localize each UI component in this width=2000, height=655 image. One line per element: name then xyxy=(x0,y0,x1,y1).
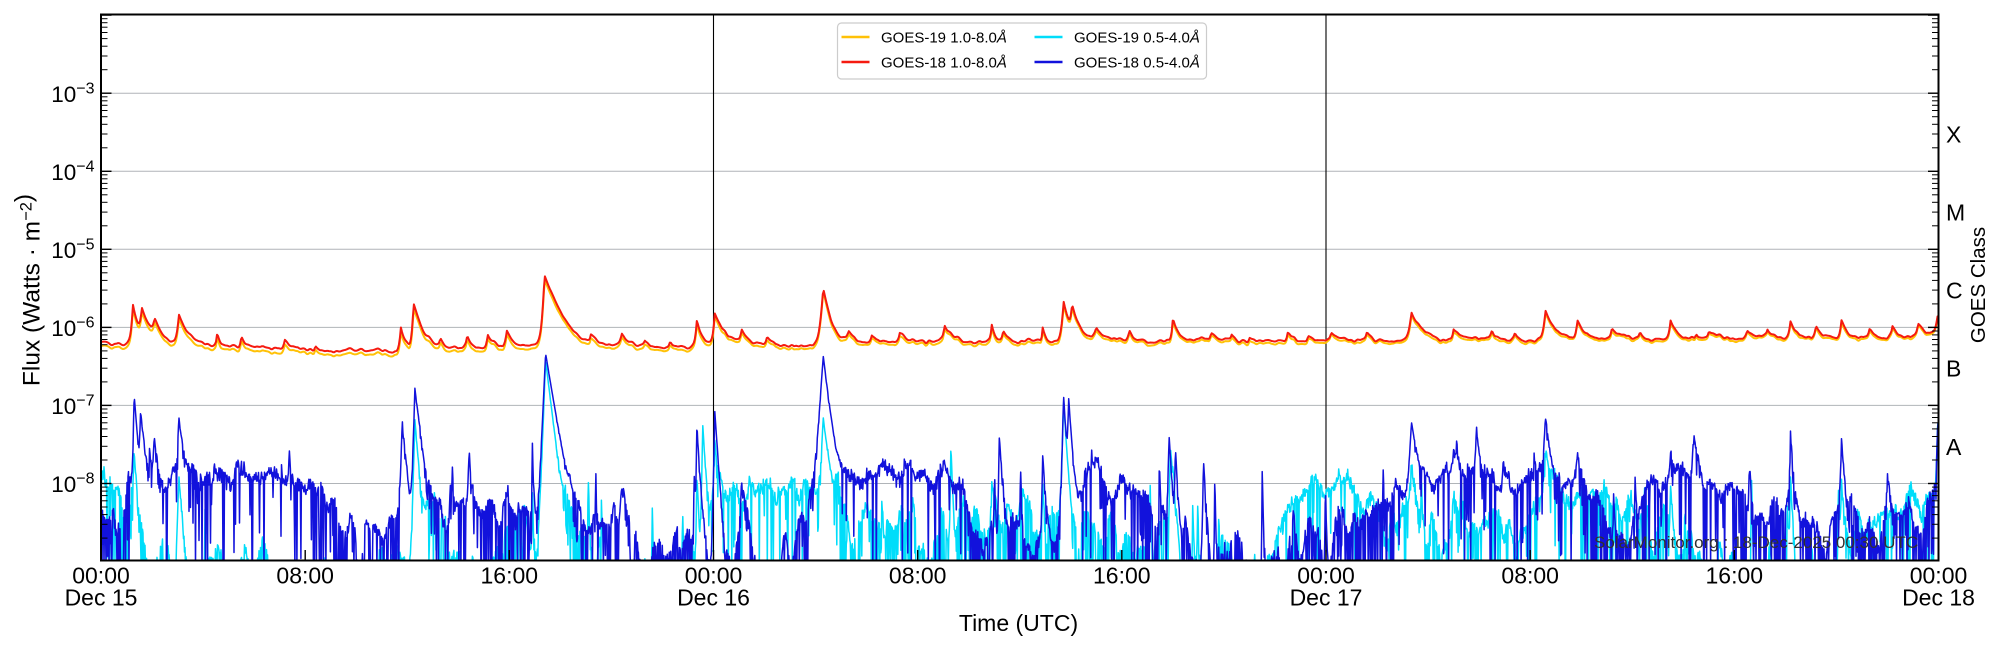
svg-text:X: X xyxy=(1946,122,1961,148)
svg-text:B: B xyxy=(1946,356,1961,382)
svg-text:16:00: 16:00 xyxy=(481,563,539,589)
svg-text:00:00: 00:00 xyxy=(1297,563,1355,589)
svg-text:00:00: 00:00 xyxy=(685,563,743,589)
svg-text:Dec 16: Dec 16 xyxy=(677,585,750,611)
svg-text:00:00: 00:00 xyxy=(1910,563,1968,589)
svg-text:A: A xyxy=(1946,434,1962,460)
svg-text:Dec 15: Dec 15 xyxy=(65,585,138,611)
svg-text:C: C xyxy=(1946,278,1963,304)
svg-text:00:00: 00:00 xyxy=(72,563,130,589)
svg-text:SolarMonitor.org : 18-Dec-2025: SolarMonitor.org : 18-Dec-2025 00:30 UTC xyxy=(1594,533,1918,552)
svg-text:08:00: 08:00 xyxy=(276,563,334,589)
svg-text:GOES Class: GOES Class xyxy=(1967,227,1990,343)
svg-text:08:00: 08:00 xyxy=(889,563,947,589)
svg-text:Dec 18: Dec 18 xyxy=(1902,585,1975,611)
svg-text:M: M xyxy=(1946,200,1965,226)
svg-text:GOES-18 1.0-8.0Å: GOES-18 1.0-8.0Å xyxy=(881,55,1007,72)
svg-text:16:00: 16:00 xyxy=(1706,563,1764,589)
svg-text:16:00: 16:00 xyxy=(1093,563,1151,589)
svg-text:GOES-19 1.0-8.0Å: GOES-19 1.0-8.0Å xyxy=(881,30,1007,47)
svg-text:GOES-19 0.5-4.0Å: GOES-19 0.5-4.0Å xyxy=(1074,30,1200,47)
svg-text:10−8: 10−8 xyxy=(51,471,94,498)
svg-text:GOES-18 0.5-4.0Å: GOES-18 0.5-4.0Å xyxy=(1074,55,1200,72)
svg-text:08:00: 08:00 xyxy=(1501,563,1559,589)
svg-text:Time (UTC): Time (UTC) xyxy=(959,610,1078,636)
svg-text:Dec 17: Dec 17 xyxy=(1290,585,1363,611)
